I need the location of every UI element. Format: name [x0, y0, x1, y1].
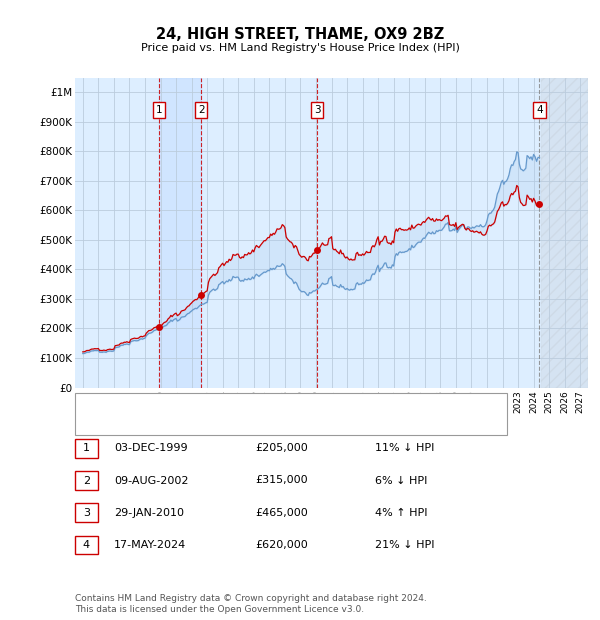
Text: 24, HIGH STREET, THAME, OX9 2BZ: 24, HIGH STREET, THAME, OX9 2BZ: [156, 27, 444, 42]
Text: 4: 4: [536, 105, 543, 115]
Text: 1: 1: [156, 105, 163, 115]
Text: 29-JAN-2010: 29-JAN-2010: [114, 508, 184, 518]
Text: 09-AUG-2002: 09-AUG-2002: [114, 476, 188, 485]
Text: £465,000: £465,000: [255, 508, 308, 518]
Text: 2: 2: [83, 476, 90, 485]
Text: 3: 3: [314, 105, 320, 115]
Text: HPI: Average price, detached house, South Oxfordshire: HPI: Average price, detached house, Sout…: [114, 419, 401, 429]
Text: 11% ↓ HPI: 11% ↓ HPI: [375, 443, 434, 453]
Text: £315,000: £315,000: [255, 476, 308, 485]
Text: ————: ————: [84, 419, 128, 429]
Text: 3: 3: [83, 508, 90, 518]
Text: 4: 4: [83, 540, 90, 550]
Bar: [159, 78, 201, 388]
Bar: [541, 78, 588, 388]
Text: 03-DEC-1999: 03-DEC-1999: [114, 443, 188, 453]
Text: Price paid vs. HM Land Registry's House Price Index (HPI): Price paid vs. HM Land Registry's House …: [140, 43, 460, 53]
Text: £205,000: £205,000: [255, 443, 308, 453]
Text: 21% ↓ HPI: 21% ↓ HPI: [375, 540, 434, 550]
Text: £620,000: £620,000: [255, 540, 308, 550]
Text: 2: 2: [198, 105, 205, 115]
Text: 1: 1: [83, 443, 90, 453]
Text: 17-MAY-2024: 17-MAY-2024: [114, 540, 186, 550]
Text: 4% ↑ HPI: 4% ↑ HPI: [375, 508, 427, 518]
Text: Contains HM Land Registry data © Crown copyright and database right 2024.
This d: Contains HM Land Registry data © Crown c…: [75, 595, 427, 614]
Text: 6% ↓ HPI: 6% ↓ HPI: [375, 476, 427, 485]
Text: ————: ————: [84, 397, 128, 407]
Text: 24, HIGH STREET, THAME, OX9 2BZ (detached house): 24, HIGH STREET, THAME, OX9 2BZ (detache…: [114, 397, 393, 407]
